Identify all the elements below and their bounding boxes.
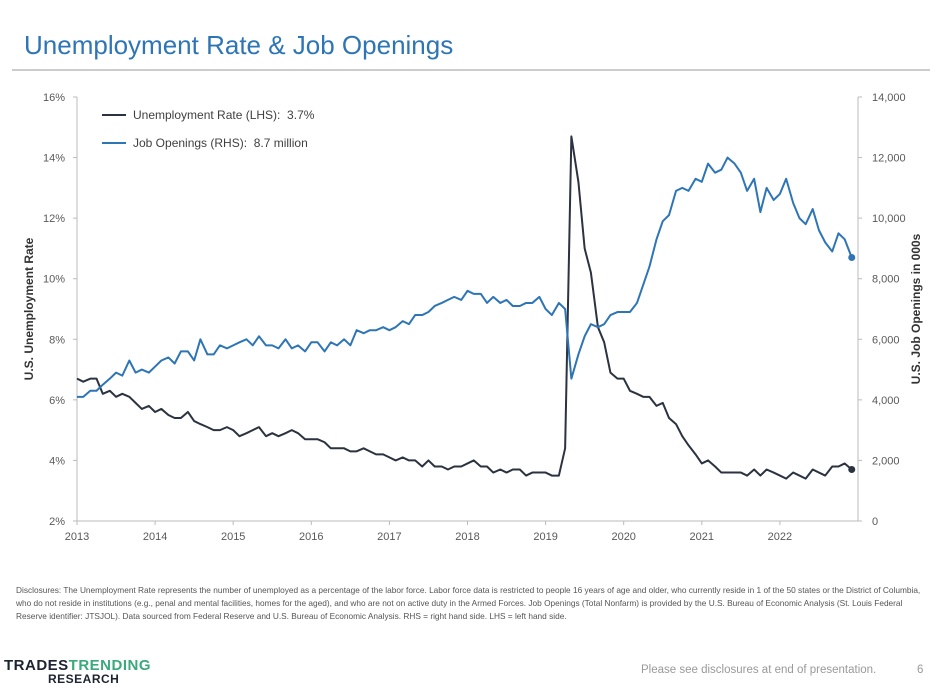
y-tick-label: 8% xyxy=(49,334,65,346)
logo-word: TRENDING xyxy=(68,657,152,674)
x-tick-label: 2013 xyxy=(65,531,89,543)
legend-label: Unemployment Rate (LHS): 3.7% xyxy=(133,108,315,122)
x-tick-label: 2015 xyxy=(221,531,245,543)
x-tick-label: 2020 xyxy=(611,531,635,543)
legend-label: Job Openings (RHS): 8.7 million xyxy=(133,136,308,150)
x-tick-label: 2016 xyxy=(299,531,323,543)
y-axis-label: U.S. Unemployment Rate xyxy=(22,237,36,380)
x-tick-label: 2022 xyxy=(768,531,792,543)
logo: TRADESTRENDING RESEARCH xyxy=(4,657,151,686)
y2-axis-label: U.S. Job Openings in 000s xyxy=(909,233,923,384)
y-tick-label: 4% xyxy=(49,455,65,467)
chart-title: Unemployment Rate & Job Openings xyxy=(24,30,453,60)
y2-tick-label: 12,000 xyxy=(872,153,906,165)
y2-tick-label: 2,000 xyxy=(872,455,900,467)
y2-tick-label: 4,000 xyxy=(872,395,900,407)
end-marker xyxy=(848,466,856,474)
y-tick-label: 12% xyxy=(43,213,65,225)
series-line xyxy=(76,135,853,480)
logo-word: TRADES xyxy=(4,657,69,674)
end-marker xyxy=(848,254,856,262)
disclosure: Disclosures: The Unemployment Rate repre… xyxy=(16,585,921,621)
logo-word: RESEARCH xyxy=(48,672,120,686)
y2-tick-label: 6,000 xyxy=(872,334,900,346)
y2-tick-label: 8,000 xyxy=(872,274,900,286)
y-tick-label: 6% xyxy=(49,395,65,407)
y2-tick-label: 0 xyxy=(872,516,878,528)
x-tick-label: 2018 xyxy=(455,531,479,543)
chart: Unemployment Rate & Job Openings U.S. Un… xyxy=(12,30,930,543)
y2-tick-label: 14,000 xyxy=(872,92,906,104)
page-number: 6 xyxy=(917,664,924,676)
x-tick-label: 2021 xyxy=(690,531,714,543)
series-line xyxy=(77,156,853,398)
x-tick-label: 2014 xyxy=(143,531,167,543)
y-tick-label: 10% xyxy=(43,274,65,286)
y-tick-label: 2% xyxy=(49,516,65,528)
x-tick-label: 2019 xyxy=(533,531,557,543)
y-tick-label: 14% xyxy=(43,153,65,165)
footer-note: Please see disclosures at end of present… xyxy=(641,664,877,676)
x-tick-label: 2017 xyxy=(377,531,401,543)
y-tick-label: 16% xyxy=(43,92,65,104)
y2-tick-label: 10,000 xyxy=(872,213,906,225)
